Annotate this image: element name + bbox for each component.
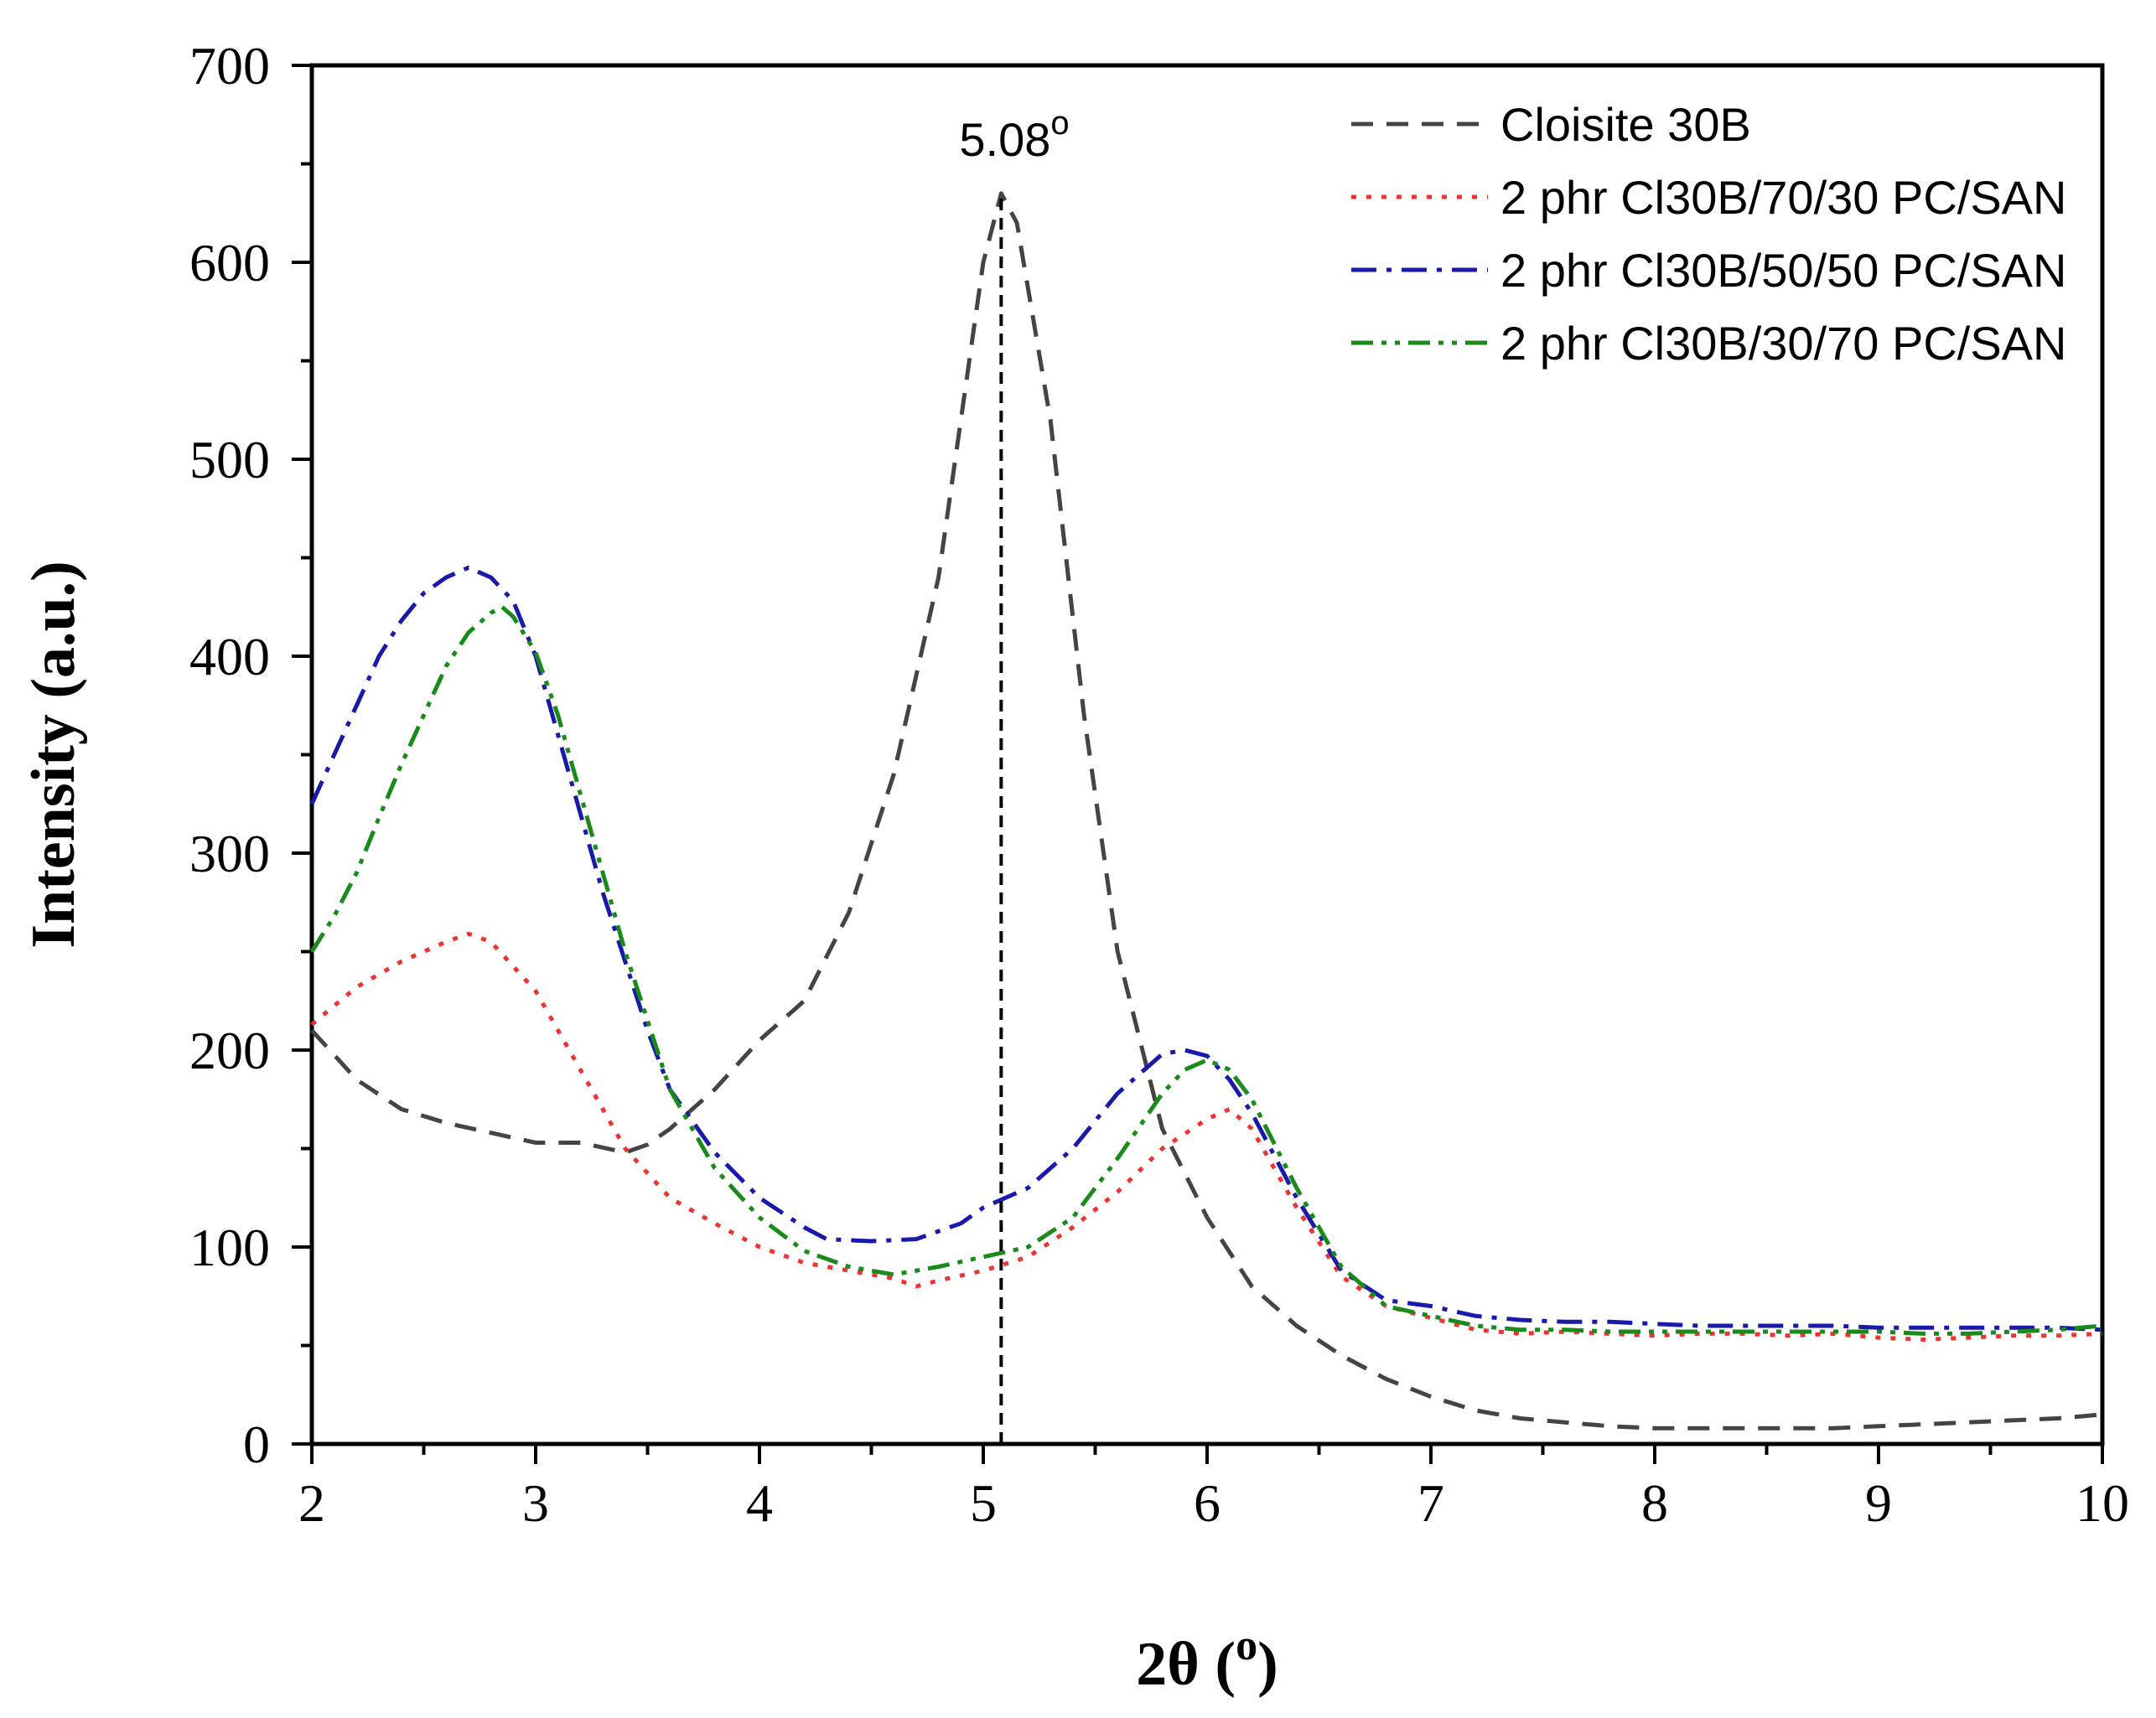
x-tick-label: 3 <box>522 1473 549 1533</box>
x-tick-label: 5 <box>970 1473 997 1533</box>
y-tick-label: 600 <box>189 233 270 292</box>
y-tick-label: 300 <box>189 824 270 883</box>
x-tick-label: 10 <box>2076 1473 2129 1533</box>
series-line-3 <box>309 565 2103 1332</box>
x-tick-label: 4 <box>746 1473 773 1533</box>
series-line-2 <box>310 931 2103 1342</box>
peak-annotation-label: 5.08o <box>959 105 1069 166</box>
y-tick-label: 400 <box>189 627 270 686</box>
y-tick-label: 500 <box>189 430 270 489</box>
x-axis-title-close: ) <box>1257 1630 1278 1699</box>
series-line-1 <box>310 191 2103 1431</box>
x-axis-title-main: 2θ ( <box>1136 1630 1236 1699</box>
series-group <box>309 191 2103 1431</box>
y-tick-label: 0 <box>243 1415 270 1474</box>
peak-annotation-degree: o <box>1050 105 1069 142</box>
x-tick-label: 2 <box>298 1473 325 1533</box>
legend-label-2: 2 phr Cl30B/70/30 PC/SAN <box>1500 171 2066 224</box>
y-tick-label: 700 <box>189 36 270 96</box>
legend-label-3: 2 phr Cl30B/50/50 PC/SAN <box>1500 244 2066 297</box>
annotation: 5.08o <box>959 105 1070 1444</box>
y-tick-label: 100 <box>189 1218 270 1277</box>
legend-label-1: Cloisite 30B <box>1500 98 1751 151</box>
x-axis-title-degree: o <box>1236 1622 1257 1669</box>
series-line-4 <box>309 604 2103 1336</box>
x-tick-label: 9 <box>1865 1473 1892 1533</box>
x-tick-label: 6 <box>1194 1473 1221 1533</box>
legend-label-4: 2 phr Cl30B/30/70 PC/SAN <box>1500 317 2066 370</box>
y-axis-title: Intensity (a.u.) <box>19 561 88 949</box>
y-tick-label: 200 <box>189 1021 270 1080</box>
legend: Cloisite 30B 2 phr Cl30B/70/30 PC/SAN 2 ph… <box>1351 98 2066 370</box>
peak-annotation-value: 5.08 <box>959 113 1050 166</box>
x-tick-label: 7 <box>1417 1473 1444 1533</box>
x-axis-title: 2θ (o) <box>1136 1622 1278 1699</box>
x-tick-label: 8 <box>1641 1473 1668 1533</box>
